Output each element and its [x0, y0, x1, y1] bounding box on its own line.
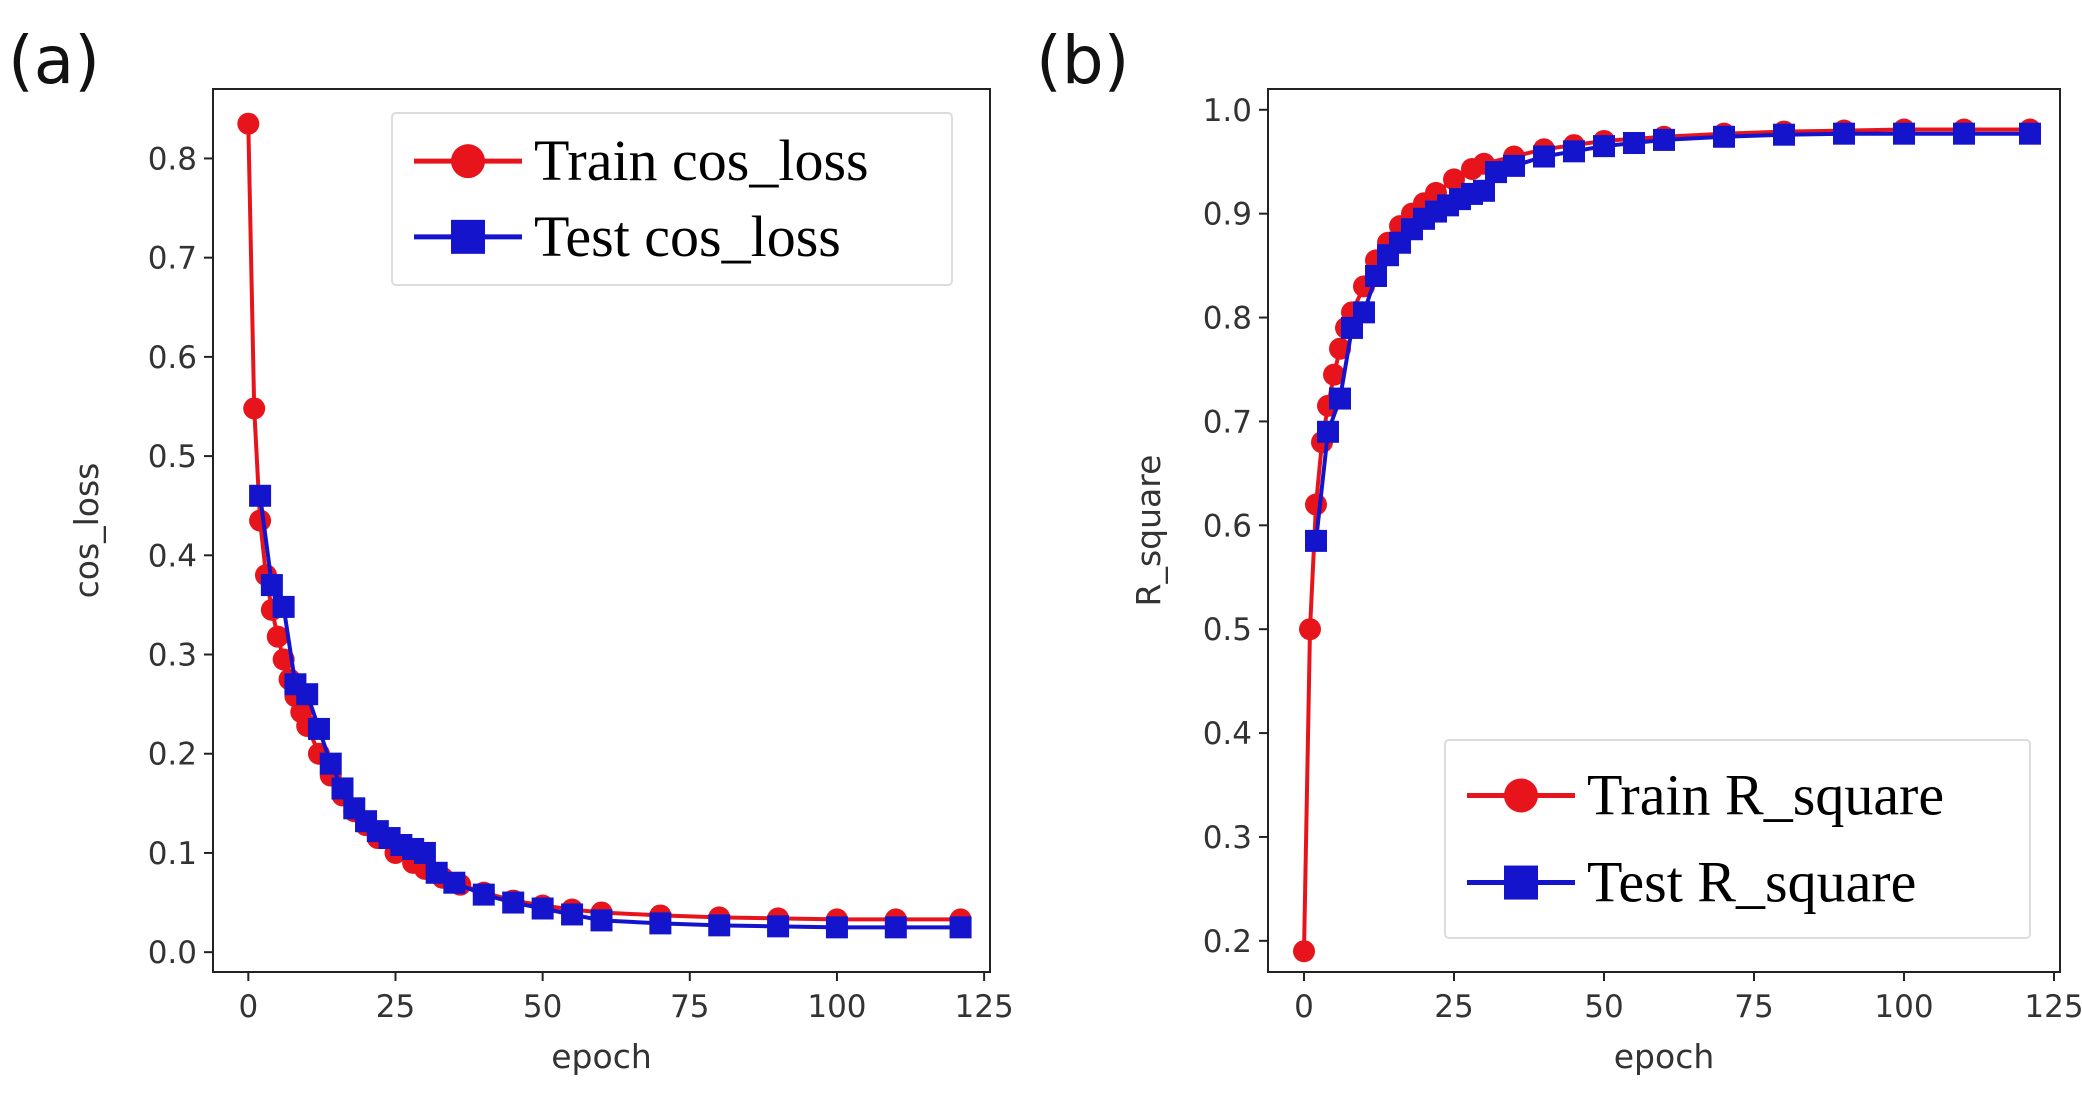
legend-label-b-1: Test R_square	[1587, 850, 1916, 915]
data-point-b-test	[1713, 125, 1735, 148]
data-point-a-train	[237, 112, 260, 135]
data-point-b-test	[1953, 122, 1975, 145]
x-axis-label-a: epoch	[551, 1037, 652, 1076]
data-point-a-test	[443, 871, 466, 894]
data-point-a-test	[425, 861, 448, 884]
y-tick-label: 0.8	[148, 141, 197, 177]
data-point-b-test	[1593, 135, 1615, 158]
legend-label-a-0: Train cos_loss	[534, 128, 869, 193]
x-axis-label-b: epoch	[1614, 1037, 1715, 1076]
data-point-a-test	[949, 916, 972, 939]
y-axis-label-b: R_square	[1129, 455, 1168, 607]
x-tick-label: 75	[1734, 989, 1773, 1025]
data-point-a-test	[413, 841, 436, 864]
data-point-a-test	[708, 914, 731, 937]
data-point-a-test	[561, 903, 584, 926]
legend-marker-a-1	[451, 219, 485, 254]
data-point-a-test	[331, 777, 354, 800]
data-point-a-test	[767, 915, 790, 938]
data-point-a-train	[243, 397, 266, 420]
data-point-b-test	[1503, 154, 1525, 177]
data-point-a-test	[307, 717, 330, 740]
y-tick-label: 0.6	[1203, 508, 1252, 544]
data-point-a-test	[649, 912, 672, 935]
data-point-b-train	[1329, 337, 1351, 360]
data-point-b-test	[2019, 122, 2041, 145]
data-point-b-test	[1563, 140, 1585, 163]
data-point-b-test	[1317, 420, 1339, 443]
data-point-a-test	[590, 909, 613, 932]
data-point-a-test	[249, 484, 272, 507]
data-point-b-test	[1653, 128, 1675, 151]
y-axis-label-a: cos_loss	[67, 463, 106, 599]
data-point-a-test	[884, 916, 907, 939]
data-point-b-train	[1305, 493, 1327, 516]
x-tick-label: 100	[1874, 989, 1933, 1025]
panel-b-label: (b)	[1036, 22, 1129, 99]
data-point-a-test	[260, 574, 283, 597]
y-tick-label: 0.1	[148, 836, 197, 872]
data-point-a-test	[531, 897, 554, 920]
x-tick-label: 0	[238, 989, 258, 1025]
legend-marker-a-0	[451, 144, 485, 179]
data-point-a-test	[502, 891, 525, 914]
legend-label-b-0: Train R_square	[1587, 762, 1944, 827]
data-point-b-test	[1485, 161, 1507, 184]
x-tick-label: 125	[2024, 989, 2082, 1025]
y-tick-label: 0.5	[1203, 612, 1252, 648]
data-point-b-test	[1305, 529, 1327, 552]
y-tick-label: 0.7	[148, 241, 197, 277]
y-tick-label: 0.4	[1203, 716, 1252, 752]
data-point-a-train	[249, 509, 272, 532]
data-point-b-test	[1773, 123, 1795, 146]
data-point-b-test	[1365, 264, 1387, 287]
data-point-b-train	[1299, 618, 1321, 641]
data-point-b-train	[1443, 168, 1465, 191]
data-point-b-train	[1323, 363, 1345, 386]
data-point-a-test	[825, 916, 848, 939]
data-point-b-test	[1353, 301, 1375, 324]
data-point-a-test	[319, 752, 342, 775]
x-tick-label: 25	[376, 989, 415, 1025]
legend-marker-b-1	[1504, 865, 1538, 900]
legend-box-b	[1444, 739, 2031, 939]
y-tick-label: 0.3	[1203, 820, 1252, 856]
x-tick-label: 100	[807, 989, 866, 1025]
legend-box-a	[391, 112, 953, 286]
y-tick-label: 0.6	[148, 340, 197, 376]
data-point-a-test	[472, 883, 495, 906]
panel-a-plot: 0 25 50 75 100 125 0.0 0.1 0.2 0.3 0.4 0.5 0.6 0.7 0.8…	[67, 88, 1014, 1076]
y-tick-label: 0.0	[148, 935, 197, 971]
data-point-a-test	[296, 683, 319, 706]
data-point-a-train	[266, 625, 289, 648]
panel-b-plot: 0 25 50 75 100 125 0.2 0.3 0.4 0.5 0.6 0.7 0.8 0.9 1.0…	[1129, 88, 2082, 1076]
data-point-b-test	[1533, 145, 1555, 168]
y-tick-label: 0.8	[1203, 301, 1252, 337]
panel-a-label: (a)	[8, 22, 100, 99]
data-point-a-test	[272, 595, 295, 618]
y-tick-label: 0.2	[1203, 924, 1252, 960]
x-tick-label: 50	[1584, 989, 1623, 1025]
x-tick-label: 125	[955, 989, 1014, 1025]
legend-label-a-1: Test cos_loss	[534, 204, 841, 269]
y-tick-label: 0.9	[1203, 197, 1252, 233]
y-tick-label: 0.4	[148, 538, 197, 574]
y-tick-label: 1.0	[1203, 93, 1252, 129]
x-tick-label: 25	[1434, 989, 1473, 1025]
data-point-b-test	[1329, 387, 1351, 410]
data-point-b-test	[1893, 122, 1915, 145]
y-tick-label: 0.5	[148, 439, 197, 475]
x-tick-label: 0	[1294, 989, 1314, 1025]
data-point-b-test	[1833, 122, 1855, 145]
data-point-b-test	[1473, 179, 1495, 202]
legend-marker-b-0	[1504, 778, 1538, 813]
x-tick-label: 50	[523, 989, 562, 1025]
y-tick-label: 0.3	[148, 638, 197, 674]
data-point-b-train	[1293, 940, 1315, 963]
x-tick-label: 75	[670, 989, 709, 1025]
data-point-b-test	[1623, 132, 1645, 155]
y-tick-label: 0.7	[1203, 404, 1252, 440]
y-tick-label: 0.2	[148, 737, 197, 773]
